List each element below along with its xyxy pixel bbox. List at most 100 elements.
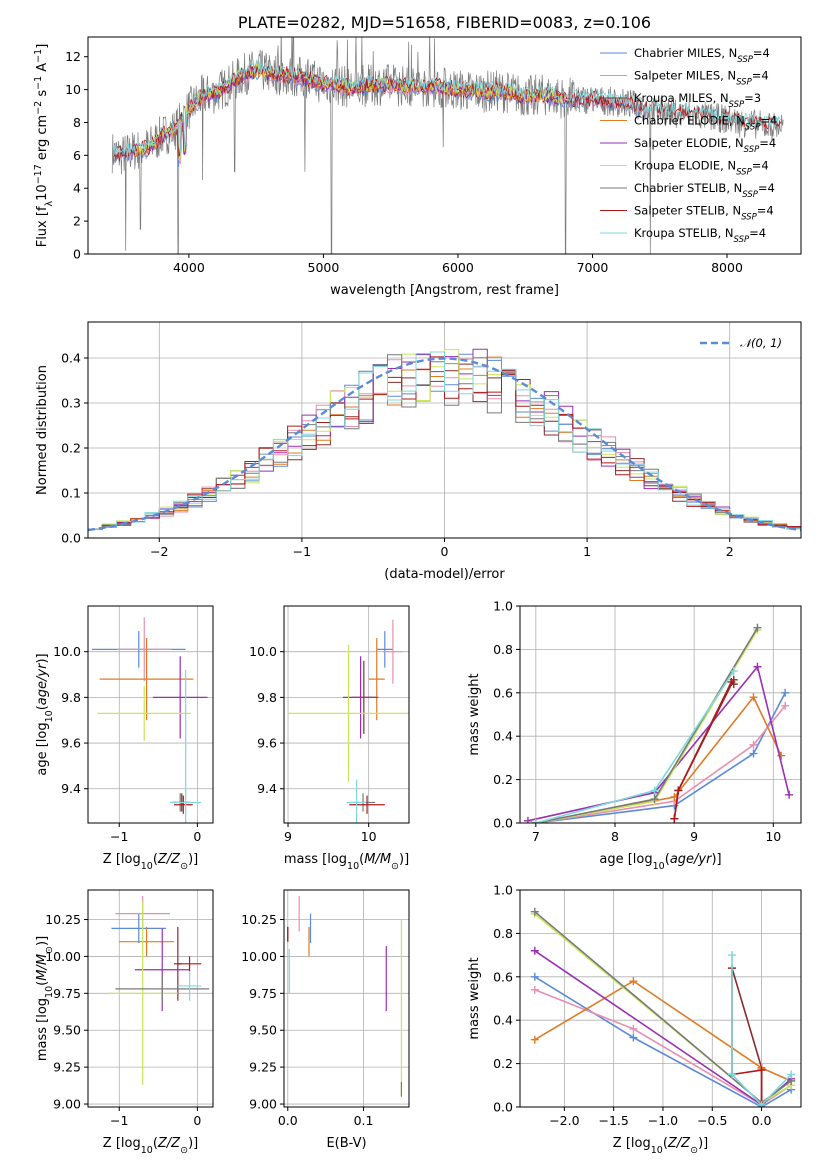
series-line-kroupa-stelib [731,955,792,1106]
x-tick-label: 0.0 [752,1113,772,1128]
x-tick-label: 0.0 [278,1113,298,1128]
y-tick-label: 0.0 [493,1100,513,1115]
plot-area-age_vs_Z [91,617,208,823]
series-marker [650,786,659,795]
y-tick-label: 10 [65,82,81,97]
axes-frame [87,321,802,539]
frame-massweight_vs_Z: −2.0 −1.5 −1.0 −0.5 0.0 0.0 0.2 0.4 0.6 0.8 1.0 [493,883,802,1128]
legend-label: Salpeter STELIB, NSSP=4 [634,204,774,223]
legend-label: Chabrier MILES, NSSP=4 [634,46,770,65]
error-point-chabrier-elodie [119,926,174,957]
x-tick-label: 0.1 [354,1113,374,1128]
x-tick-label: −0.5 [697,1113,727,1128]
error-point-chabrier-miles [376,631,393,668]
y-tick-label: 0.1 [61,486,81,501]
plot-area-spectrum [111,37,784,254]
y-tick-label: 9.4 [257,781,277,796]
axes-frame [519,605,802,824]
y-tick-label: 0.4 [61,351,81,366]
error-point-salpeter-stelib [349,795,385,814]
series-marker [531,819,540,823]
series-marker [530,985,539,994]
grid-mass_vs_Z [88,890,213,1107]
x-axis-label: Z [log10(Z/Z⊙)] [103,852,198,872]
series-marker [530,946,539,955]
x-tick-label: 9 [690,829,698,844]
error-point-salpeter-stelib [177,956,202,972]
series-marker [729,675,738,684]
plot-area-age_vs_mass [288,619,409,823]
frame-massweight_vs_age: 7 8 9 10 0.0 0.2 0.4 0.6 0.8 1.0 [493,599,802,844]
axes-frame [87,36,802,255]
error-point-kroupa-elodie [97,685,192,741]
x-axis-label: (data-model)/error [384,567,505,582]
series-marker [757,1066,766,1075]
axes-mass_vs_ebv: 0.0 0.1 9.00 9.25 9.50 9.75 10.00 10.25 [241,889,410,1128]
x-axis-label: Z [log10(Z/Z⊙)] [103,1136,198,1156]
x-tick-label: −1.5 [598,1113,628,1128]
x-tick-label: −1 [110,829,128,844]
y-tick-label: 1.0 [493,599,513,614]
axes-frame [519,889,802,1108]
grid-mass_vs_ebv [284,890,409,1107]
axes-frame [87,605,214,824]
frame-residuals: −2 −1 0 1 2 0.0 0.1 0.2 0.3 0.4 [61,321,802,559]
y-axis-label: mass weight [467,957,482,1039]
y-tick-label: 9.00 [53,1097,81,1112]
y-tick-label: 0.0 [61,531,81,546]
y-tick-label: 9.6 [61,736,81,751]
x-tick-label: 2 [726,544,734,559]
error-point-salpeter-elodie [152,656,208,739]
legend-label: Kroupa ELODIE, NSSP=4 [634,159,769,178]
series-marker [753,623,762,632]
series-marker [749,693,758,702]
y-tick-label: 0.4 [493,729,513,744]
y-tick-label: 12 [65,49,81,64]
plot-area-residuals [88,348,801,532]
legend-label: Salpeter MILES, NSSP=4 [634,69,769,88]
error-point-kroupa-stelib [177,971,202,1001]
series-marker [674,786,683,795]
error-point-kroupa-stelib [346,779,367,823]
x-axis-label: Z [log10(Z/Z⊙)] [613,1136,708,1156]
y-tick-label: 9.75 [249,986,277,1001]
observed-spectrum [111,37,784,254]
series-line-chabrier-miles [535,692,786,823]
grid-age_vs_mass [284,606,409,823]
series-marker [727,951,736,960]
normal-curve [88,357,801,532]
y-tick-label: 1.0 [493,883,513,898]
residual-legend: 𝒩(0, 1) [700,336,782,350]
y-axis-label: age [log10(age/yr)] [35,653,55,775]
x-tick-label: 10 [765,829,781,844]
series-marker [530,972,539,981]
x-tick-label: 4000 [173,260,205,275]
model-spectrum-kroupa-elodie [134,62,566,161]
y-axis-label: mass [log10(M/M⊙)] [35,936,55,1061]
series-marker [777,751,786,760]
y-tick-label: 9.00 [249,1097,277,1112]
frame-spectrum: 4000 5000 6000 7000 8000 0 2 4 6 8 10 12 [65,36,802,275]
axes-age_vs_mass: 9 10 9.4 9.6 9.8 10.0 [249,605,410,844]
axes-frame [283,889,410,1108]
y-tick-label: 0.8 [493,926,513,941]
series-line-chabrier-elodie [534,980,792,1082]
series-marker [781,688,790,697]
error-point-chabrier-miles [111,913,167,944]
y-axis-label: mass weight [467,673,482,755]
axes-frame [87,889,214,1108]
plot-area-massweight_vs_Z [530,907,796,1107]
y-tick-label: 10.25 [241,912,277,927]
series-marker [757,1100,766,1107]
series-marker [749,740,758,749]
legend-label: Kroupa MILES, NSSP=3 [634,91,761,110]
legend: Chabrier MILES, NSSP=4 Salpeter MILES, NS… [600,46,777,245]
axes-massweight_vs_Z: −2.0 −1.5 −1.0 −0.5 0.0 0.0 0.2 0.4 0.6 0.8 1.0 [493,883,802,1128]
series-marker [650,795,659,804]
error-point-kroupa-elodie [107,901,178,1085]
series-marker [629,1033,638,1042]
y-tick-label: 0.6 [493,685,513,700]
x-axis-label: mass [log10(M/M⊙)] [284,852,409,872]
error-point-salpeter-stelib [173,795,193,814]
